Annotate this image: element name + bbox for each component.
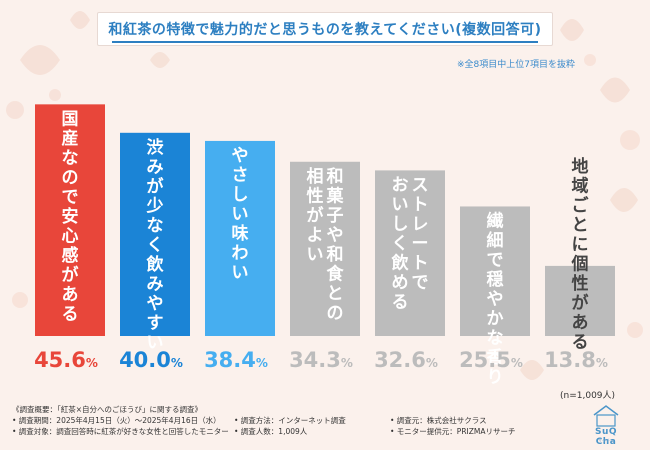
bar <box>460 206 530 336</box>
bar <box>205 140 275 336</box>
brand-logo: SuQ Cha サクチャ <box>584 405 628 447</box>
chart-note: ※全8項目中上位7項目を抜粋 <box>457 60 575 70</box>
bar-label: やさしい味わい <box>232 146 249 283</box>
value-label: 40.0% <box>119 348 183 372</box>
value-label: 25.5% <box>459 348 523 372</box>
value-label: 34.3% <box>289 348 353 372</box>
survey-method: • 調査方法：インターネット調査 <box>234 416 346 425</box>
survey-company: • 調査元：株式会社サクラス <box>390 416 487 425</box>
sample-size: (n=1,009人) <box>560 391 616 401</box>
bar-group: やさしい味わい 38.4% <box>204 140 275 372</box>
survey-count: • 調査人数：1,009人 <box>234 427 308 436</box>
survey-period: • 調査期間：2025年4月15日（火）～2025年4月16日（水） <box>12 416 221 425</box>
chart-title-box: 和紅茶の特徴で魅力的だと思うものを教えてください(複数回答可) <box>97 12 553 46</box>
bar-label: 地域ごとに個性がある <box>571 156 590 353</box>
value-label: 32.6% <box>374 348 438 372</box>
bar-label: 繊細で穏やかな香り <box>487 210 504 387</box>
chart-title: 和紅茶の特徴で魅力的だと思うものを教えてください(複数回答可) <box>108 22 542 38</box>
survey-footer: 《調査概要：「紅茶×自分へのごほうび」に関する調査》 • 調査期間：2025年4… <box>12 404 612 437</box>
survey-target: • 調査対象：調査回答時に紅茶が好きな女性と回答したモニター <box>12 427 229 436</box>
value-label: 13.8% <box>544 348 608 372</box>
title-underline <box>112 41 538 43</box>
bar <box>545 265 615 336</box>
bar-label: 国産なので安心感がある <box>62 109 79 324</box>
house-icon <box>593 405 619 427</box>
bar-label: 相性がよい <box>307 166 324 265</box>
bar-label: 和菓子や和食との <box>326 167 345 324</box>
survey-provider: • モニター提供元：PRIZMAリサーチ <box>390 427 516 436</box>
bar <box>120 132 190 336</box>
bar <box>290 161 360 336</box>
bar-label: おいしく飲める <box>391 175 410 312</box>
survey-overview: 《調査概要：「紅茶×自分へのごほうび」に関する調査》 <box>12 405 203 414</box>
bar <box>375 170 445 336</box>
value-label: 38.4% <box>204 348 268 372</box>
logo-sub: サクチャ <box>598 438 614 443</box>
logo-name: SuQ Cha <box>594 427 618 447</box>
bar <box>35 104 105 337</box>
bar-group: 国産なので安心感がある 45.6% <box>34 104 105 372</box>
bar-label: 渋みが少なく飲みやすい <box>146 137 165 353</box>
value-label: 45.6% <box>34 348 98 372</box>
bar-label: ストレートで <box>412 175 429 293</box>
